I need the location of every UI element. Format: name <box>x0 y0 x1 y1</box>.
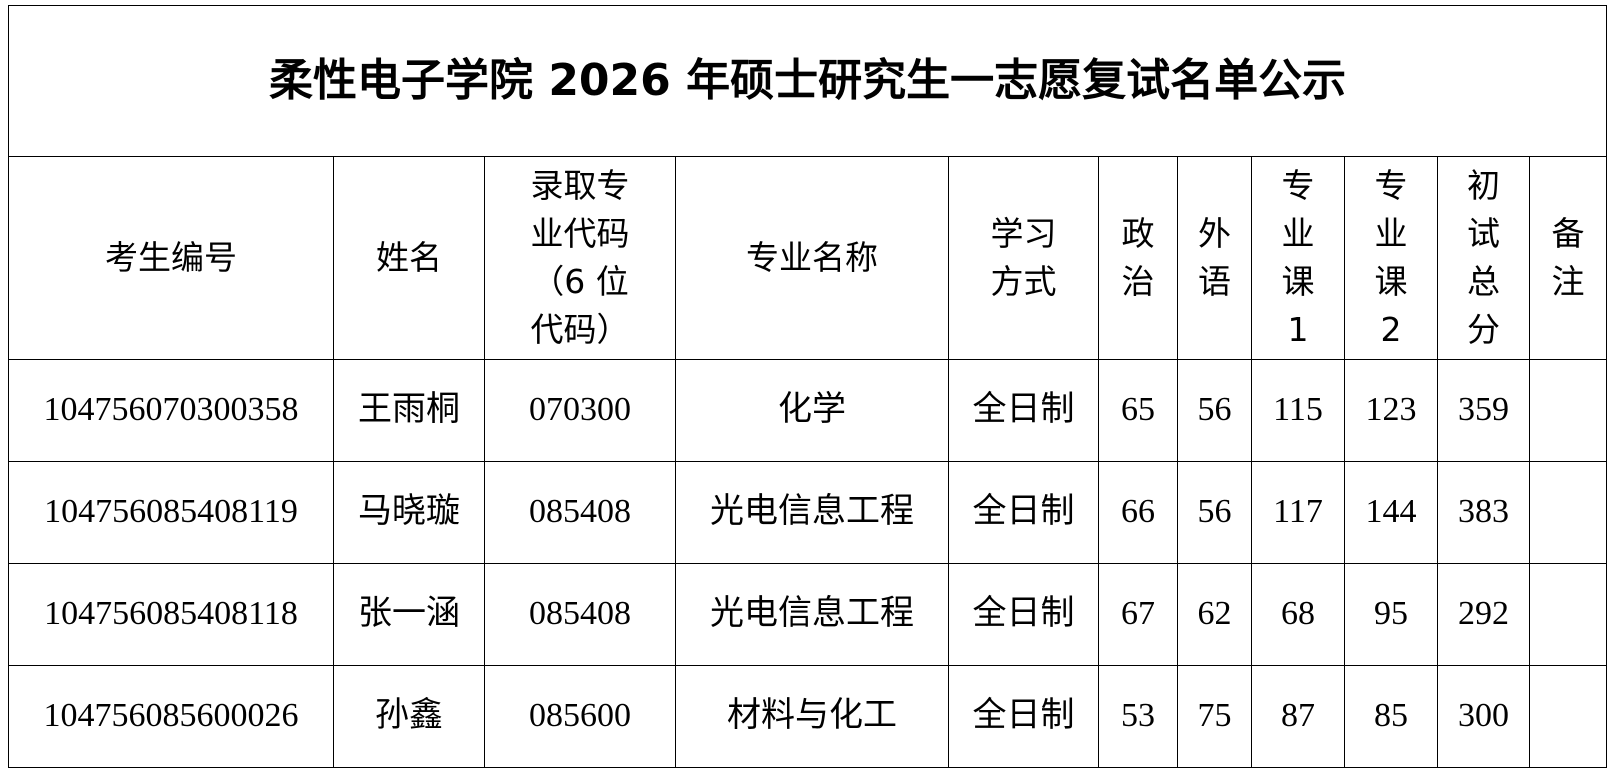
cell: 全日制 <box>948 359 1099 462</box>
column-header-text: 政治 <box>1121 214 1155 301</box>
column-header: 录取专业代码（6 位代码） <box>484 156 676 360</box>
cell: 全日制 <box>948 461 1099 564</box>
column-header-text: 初试总分 <box>1466 166 1500 349</box>
cell <box>1528 359 1608 462</box>
cell: 383 <box>1437 461 1530 564</box>
header-row: 考生编号 姓名 录取专业代码（6 位代码） 专业名称 学习方式 政治 外语 专业课1 专业课2 初… <box>8 156 1608 360</box>
cell <box>1528 665 1608 768</box>
column-header-text: 外语 <box>1197 214 1231 301</box>
cell <box>1528 461 1608 564</box>
cell: 070300 <box>484 359 676 462</box>
cell <box>1528 563 1608 666</box>
cell: 王雨桐 <box>333 359 485 462</box>
column-header: 考生编号 <box>8 156 334 360</box>
column-header: 初试总分 <box>1437 156 1530 360</box>
cell: 光电信息工程 <box>675 563 949 666</box>
cell: 56 <box>1177 359 1252 462</box>
cell: 66 <box>1098 461 1178 564</box>
cell: 53 <box>1098 665 1178 768</box>
cell: 144 <box>1344 461 1438 564</box>
column-header-text: 录取专业代码（6 位代码） <box>530 166 630 349</box>
column-header-text: 专业名称 <box>746 238 878 278</box>
column-header: 备注 <box>1528 156 1608 360</box>
cell: 65 <box>1098 359 1178 462</box>
cell: 085600 <box>484 665 676 768</box>
cell: 123 <box>1344 359 1438 462</box>
column-header-text: 备注 <box>1551 214 1585 301</box>
title-row: 柔性电子学院 2026 年硕士研究生一志愿复试名单公示 <box>7 5 1608 157</box>
cell: 62 <box>1177 563 1252 666</box>
column-header: 专业课2 <box>1344 156 1438 360</box>
cell: 化学 <box>675 359 949 462</box>
cell: 104756085600026 <box>8 665 334 768</box>
cell: 全日制 <box>948 563 1099 666</box>
cell: 104756085408118 <box>8 563 334 666</box>
admission-table: 柔性电子学院 2026 年硕士研究生一志愿复试名单公示 考生编号 姓名 录取专业代码… <box>7 5 1608 768</box>
column-header: 学习方式 <box>948 156 1099 360</box>
data-row: 104756085600026 孙鑫 085600 材料与化工 全日制 53 75 87 85 3… <box>8 665 1608 768</box>
column-header: 专业名称 <box>675 156 949 360</box>
cell: 67 <box>1098 563 1178 666</box>
cell: 全日制 <box>948 665 1099 768</box>
cell: 104756085408119 <box>8 461 334 564</box>
cell: 56 <box>1177 461 1252 564</box>
cell: 87 <box>1251 665 1345 768</box>
cell: 材料与化工 <box>675 665 949 768</box>
column-header: 姓名 <box>333 156 485 360</box>
column-header-text: 姓名 <box>376 238 442 278</box>
column-header: 政治 <box>1098 156 1178 360</box>
data-row: 104756070300358 王雨桐 070300 化学 全日制 65 56 115 123 3… <box>8 359 1608 462</box>
cell: 117 <box>1251 461 1345 564</box>
column-header-text: 专业课2 <box>1374 166 1408 349</box>
cell: 75 <box>1177 665 1252 768</box>
title: 柔性电子学院 2026 年硕士研究生一志愿复试名单公示 <box>7 5 1608 157</box>
table-body: 柔性电子学院 2026 年硕士研究生一志愿复试名单公示 考生编号 姓名 录取专业代码… <box>7 5 1608 768</box>
data-row: 104756085408119 马晓璇 085408 光电信息工程 全日制 66 56 117… <box>8 461 1608 564</box>
cell: 马晓璇 <box>333 461 485 564</box>
column-header: 专业课1 <box>1251 156 1345 360</box>
cell: 孙鑫 <box>333 665 485 768</box>
cell: 68 <box>1251 563 1345 666</box>
cell: 95 <box>1344 563 1438 666</box>
cell: 115 <box>1251 359 1345 462</box>
cell: 光电信息工程 <box>675 461 949 564</box>
cell: 104756070300358 <box>8 359 334 462</box>
cell: 085408 <box>484 461 676 564</box>
cell: 359 <box>1437 359 1530 462</box>
column-header-text: 专业课1 <box>1281 166 1315 349</box>
column-header-text: 考生编号 <box>105 238 237 278</box>
cell: 张一涵 <box>333 563 485 666</box>
cell: 300 <box>1437 665 1530 768</box>
cell: 292 <box>1437 563 1530 666</box>
cell: 85 <box>1344 665 1438 768</box>
cell: 085408 <box>484 563 676 666</box>
column-header: 外语 <box>1177 156 1252 360</box>
data-row: 104756085408118 张一涵 085408 光电信息工程 全日制 67 62 68 9… <box>8 563 1608 666</box>
column-header-text: 学习方式 <box>990 214 1057 301</box>
